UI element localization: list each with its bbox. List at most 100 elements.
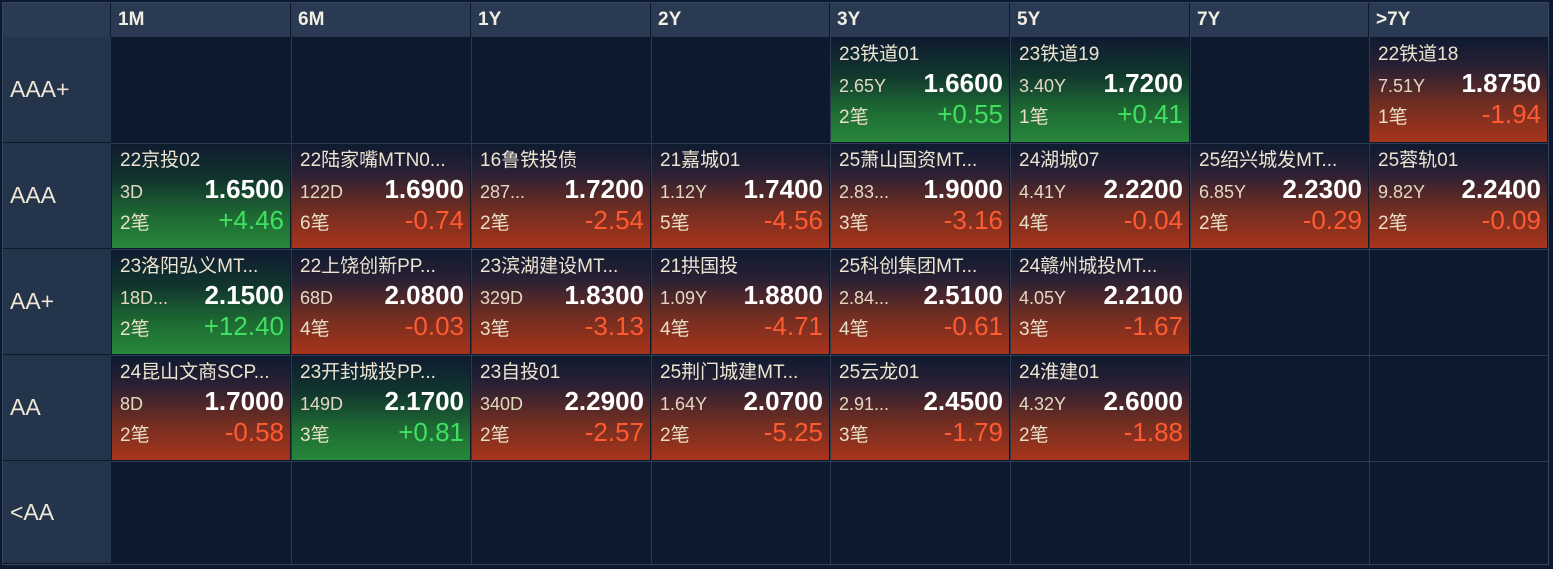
bond-remaining-term: 287... (480, 182, 526, 202)
bond-cell[interactable]: 23铁道01 2.65Y 1.6600 2笔 +0.55 (831, 38, 1009, 142)
bond-remaining-term: 4.05Y (1019, 288, 1067, 308)
bond-name: 24淮建01 (1019, 362, 1100, 383)
bond-cell[interactable]: 16鲁铁投债 287... 1.7200 2笔 -2.54 (472, 144, 650, 248)
yield-change-bp: -4.71 (763, 311, 823, 341)
bond-yield: 2.1500 (204, 280, 284, 310)
trade-count: 2笔 (1378, 213, 1408, 234)
bond-name: 25云龙01 (839, 362, 920, 383)
yield-change-bp: -0.04 (1123, 205, 1183, 235)
bond-yield-row: 329D 1.8300 (480, 280, 644, 310)
trade-count: 6笔 (300, 213, 330, 234)
bond-yield: 1.6500 (204, 174, 284, 204)
bond-change-row: 2笔 -0.29 (1199, 204, 1362, 236)
bond-yield-row: 4.05Y 2.2100 (1019, 280, 1183, 310)
bond-cell[interactable]: 25蓉轨01 9.82Y 2.2400 2笔 -0.09 (1370, 144, 1547, 248)
bond-cell[interactable]: 22陆家嘴MTN0... 122D 1.6900 6笔 -0.74 (292, 144, 470, 248)
bond-yield-row: 9.82Y 2.2400 (1378, 174, 1541, 204)
rating-label-below-aa[interactable]: <AA (3, 461, 111, 564)
trade-count: 4笔 (839, 319, 869, 340)
bond-cell[interactable]: 25科创集团MT... 2.84... 2.5100 4笔 -0.61 (831, 250, 1009, 354)
yield-change-bp: -0.74 (404, 205, 464, 235)
bond-change-row: 2笔 -2.54 (480, 204, 644, 236)
bond-remaining-term: 1.09Y (660, 288, 708, 308)
bond-remaining-term: 3D (120, 182, 144, 202)
bond-name: 22上饶创新PP... (300, 256, 436, 277)
bond-change-row: 3笔 -1.79 (839, 416, 1003, 448)
bond-cell[interactable]: 25云龙01 2.91... 2.4500 3笔 -1.79 (831, 356, 1009, 460)
bond-name: 21嘉城01 (660, 150, 741, 171)
rating-label-aaa-plus[interactable]: AAA+ (3, 37, 111, 143)
rating-label-aaa[interactable]: AAA (3, 143, 111, 249)
tenor-header-7y[interactable]: 7Y (1190, 3, 1369, 37)
yield-change-bp: +0.81 (398, 417, 464, 447)
trade-count: 2笔 (480, 425, 510, 446)
tenor-header-gt7y[interactable]: >7Y (1376, 9, 1411, 30)
trade-count: 2笔 (120, 213, 150, 234)
grid-divider-vertical (471, 37, 472, 564)
trade-count: 2笔 (120, 425, 150, 446)
bond-name: 25萧山国资MT... (839, 150, 978, 171)
bond-cell[interactable]: 23铁道19 3.40Y 1.7200 1笔 +0.41 (1011, 38, 1189, 142)
rating-label-aa-plus[interactable]: AA+ (3, 249, 111, 355)
bond-cell[interactable]: 21拱国投 1.09Y 1.8800 4笔 -4.71 (652, 250, 829, 354)
bond-cell[interactable]: 23开封城投PP... 149D 2.1700 3笔 +0.81 (292, 356, 470, 460)
bond-change-row: 2笔 -2.57 (480, 416, 644, 448)
bond-change-row: 3笔 -3.13 (480, 310, 644, 342)
bond-cell[interactable]: 23自投01 340D 2.2900 2笔 -2.57 (472, 356, 650, 460)
tenor-header-1m[interactable]: 1M (111, 3, 291, 37)
grid-divider-horizontal (111, 143, 1548, 144)
bond-change-row: 2笔 +4.46 (120, 204, 284, 236)
tenor-header-6m[interactable]: 6M (291, 3, 471, 37)
bond-yield: 2.5100 (923, 280, 1003, 310)
trade-count: 2笔 (120, 319, 150, 340)
bond-yield-row: 287... 1.7200 (480, 174, 644, 204)
bond-cell[interactable]: 22铁道18 7.51Y 1.8750 1笔 -1.94 (1370, 38, 1547, 142)
rating-label-aa[interactable]: AA (3, 355, 111, 461)
bond-remaining-term: 2.91... (839, 394, 890, 414)
bond-cell[interactable]: 24淮建01 4.32Y 2.6000 2笔 -1.88 (1011, 356, 1189, 460)
bond-cell[interactable]: 25绍兴城发MT... 6.85Y 2.2300 2笔 -0.29 (1191, 144, 1368, 248)
grid-divider-vertical (830, 37, 831, 564)
tenor-header-2y[interactable]: 2Y (651, 3, 830, 37)
bond-yield-row: 4.41Y 2.2200 (1019, 174, 1183, 204)
bond-cell[interactable]: 25萧山国资MT... 2.83... 1.9000 3笔 -3.16 (831, 144, 1009, 248)
bond-cell[interactable]: 25荆门城建MT... 1.64Y 2.0700 2笔 -5.25 (652, 356, 829, 460)
bond-yield: 2.2900 (564, 386, 644, 416)
trade-count: 3笔 (839, 425, 869, 446)
bond-yield: 1.7400 (743, 174, 823, 204)
bond-yield: 2.6000 (1103, 386, 1183, 416)
bond-yield-row: 1.09Y 1.8800 (660, 280, 823, 310)
bond-name: 22铁道18 (1378, 44, 1459, 65)
bond-change-row: 3笔 +0.81 (300, 416, 464, 448)
yield-change-bp: -0.03 (404, 311, 464, 341)
bond-change-row: 2笔 +12.40 (120, 310, 284, 342)
grid-divider-vertical (291, 37, 292, 564)
bond-cell[interactable]: 24湖城07 4.41Y 2.2200 4笔 -0.04 (1011, 144, 1189, 248)
bond-cell[interactable]: 22上饶创新PP... 68D 2.0800 4笔 -0.03 (292, 250, 470, 354)
bond-cell[interactable]: 23滨湖建设MT... 329D 1.8300 3笔 -3.13 (472, 250, 650, 354)
bond-cell[interactable]: 22京投02 3D 1.6500 2笔 +4.46 (112, 144, 290, 248)
yield-change-bp: -1.94 (1481, 99, 1541, 129)
bond-cell[interactable]: 24昆山文商SCP... 8D 1.7000 2笔 -0.58 (112, 356, 290, 460)
bond-yield: 2.0800 (384, 280, 464, 310)
bond-remaining-term: 149D (300, 394, 344, 414)
bond-name: 23自投01 (480, 362, 561, 383)
bond-yield-row: 8D 1.7000 (120, 386, 284, 416)
bond-yield: 1.7200 (564, 174, 644, 204)
bond-change-row: 2笔 -0.58 (120, 416, 284, 448)
bond-remaining-term: 18D... (120, 288, 169, 308)
tenor-header-1y[interactable]: 1Y (471, 3, 651, 37)
bond-cell[interactable]: 21嘉城01 1.12Y 1.7400 5笔 -4.56 (652, 144, 829, 248)
tenor-header-3y[interactable]: 3Y (830, 3, 1010, 37)
corner-cell (3, 3, 111, 37)
bond-cell[interactable]: 23洛阳弘义MT... 18D... 2.1500 2笔 +12.40 (112, 250, 290, 354)
bond-change-row: 4笔 -0.61 (839, 310, 1003, 342)
tenor-header-5y[interactable]: 5Y (1010, 3, 1190, 37)
trade-count: 2笔 (1199, 213, 1229, 234)
bond-name: 23开封城投PP... (300, 362, 436, 383)
bond-yield-row: 3D 1.6500 (120, 174, 284, 204)
yield-change-bp: -1.67 (1123, 311, 1183, 341)
bond-name: 24昆山文商SCP... (120, 362, 270, 383)
bond-cell[interactable]: 24赣州城投MT... 4.05Y 2.2100 3笔 -1.67 (1011, 250, 1189, 354)
trade-count: 4笔 (660, 319, 690, 340)
